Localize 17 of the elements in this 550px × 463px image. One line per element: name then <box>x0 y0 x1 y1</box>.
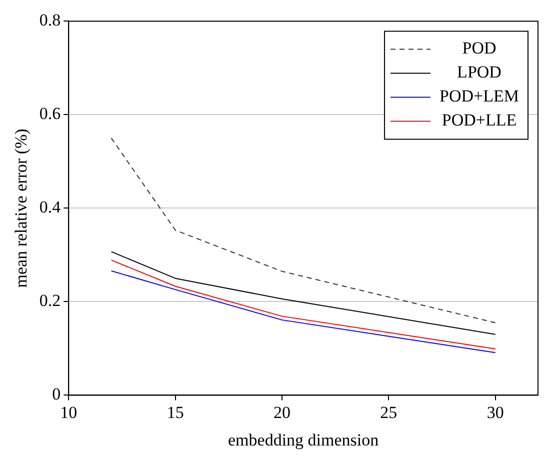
legend-label: POD+LLE <box>442 110 517 130</box>
y-tick-label: 0.8 <box>39 10 61 30</box>
x-tick-label: 15 <box>166 402 184 422</box>
legend-label: LPOD <box>457 62 502 82</box>
legend-label: POD <box>462 38 496 58</box>
x-tick-label: 10 <box>60 402 78 422</box>
y-tick-label: 0 <box>52 384 61 404</box>
legend-label: POD+LEM <box>440 86 519 106</box>
x-axis-title: embedding dimension <box>228 430 380 450</box>
x-tick-label: 20 <box>273 402 290 422</box>
line-series <box>110 138 496 324</box>
y-axis-title: mean relative error (%) <box>12 128 31 288</box>
x-tick-label: 25 <box>380 402 398 422</box>
y-tick-label: 0.4 <box>39 198 62 217</box>
x-tick-label: 30 <box>486 402 504 422</box>
y-tick-label: 0.2 <box>39 291 61 310</box>
y-tick-label: 0.6 <box>39 104 61 124</box>
